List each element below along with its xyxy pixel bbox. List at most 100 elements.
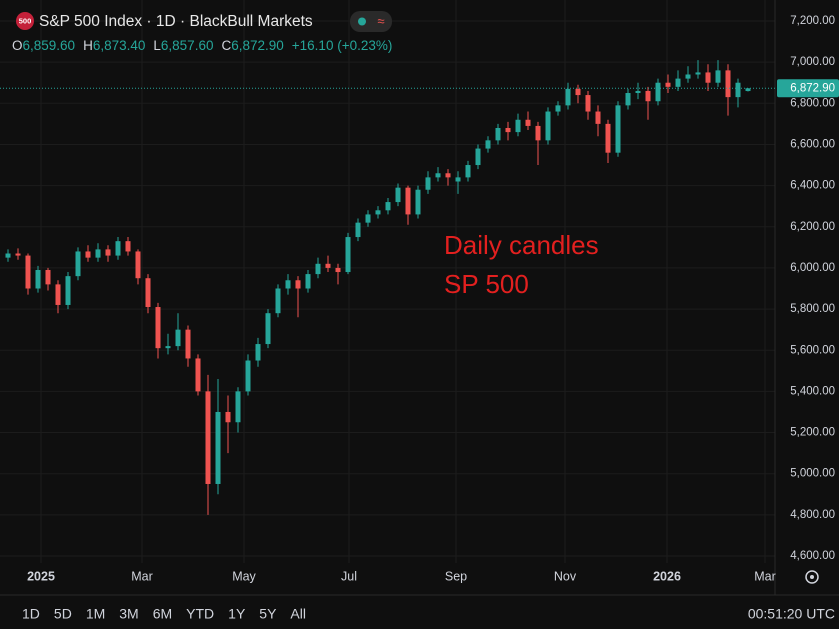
x-tick-label: Sep	[445, 569, 467, 583]
x-tick-label: Mar	[131, 569, 153, 583]
candle-body	[575, 88, 581, 96]
x-tick-label: May	[232, 569, 256, 583]
y-tick-label: 6,600.00	[790, 138, 835, 150]
candle-body	[75, 251, 81, 277]
x-tick-label: 2026	[653, 569, 681, 583]
candle-body	[505, 127, 511, 133]
candle-body	[345, 237, 351, 273]
candle-body	[735, 82, 741, 98]
y-tick-label: 7,200.00	[790, 15, 835, 27]
candle-body	[535, 125, 541, 141]
candle-body	[65, 276, 71, 305]
status-icon: ≈	[377, 13, 384, 28]
candle-body	[545, 111, 551, 141]
candle-body	[25, 255, 31, 289]
candle-body	[495, 127, 501, 141]
candle-body	[515, 119, 521, 133]
settings-icon-dot[interactable]	[810, 575, 814, 579]
y-tick-label: 6,400.00	[790, 180, 835, 192]
range-button[interactable]: 5D	[54, 606, 72, 622]
status-pill[interactable]	[350, 11, 392, 32]
candle-body	[145, 278, 151, 308]
candle-body	[655, 82, 661, 102]
candle-body	[55, 284, 61, 305]
symbol-title: S&P 500 Index · 1D · BlackBull Markets	[39, 13, 313, 30]
candle-body	[215, 411, 221, 484]
market-open-dot	[358, 17, 366, 26]
candle-body	[355, 222, 361, 238]
candle-body	[105, 249, 111, 256]
candle-body	[285, 280, 291, 289]
y-tick-label: 5,200.00	[790, 427, 835, 439]
candle-body	[695, 72, 701, 75]
candle-body	[125, 241, 131, 252]
candle-body	[185, 329, 191, 359]
y-tick-label: 5,600.00	[790, 344, 835, 356]
candle-body	[425, 177, 431, 190]
range-button[interactable]: 1Y	[228, 606, 246, 622]
candle-body	[485, 140, 491, 149]
candle-body	[415, 189, 421, 215]
y-tick-label: 6,000.00	[790, 262, 835, 274]
candle-body	[375, 210, 381, 215]
y-tick-label: 5,400.00	[790, 385, 835, 397]
y-tick-label: 6,200.00	[790, 221, 835, 233]
candle-body	[445, 173, 451, 178]
candle-body	[435, 173, 441, 178]
candle-body	[5, 253, 11, 258]
range-button[interactable]: 1M	[86, 606, 105, 622]
candle-body	[95, 249, 101, 258]
candle-body	[265, 313, 271, 345]
candle-body	[635, 90, 641, 94]
range-button[interactable]: 6M	[153, 606, 172, 622]
range-button[interactable]: 1D	[22, 606, 40, 622]
candle-body	[195, 358, 201, 392]
candle-body	[295, 280, 301, 289]
ohlc-value: 6,872.90	[231, 38, 284, 53]
price-change: +16.10 (+0.23%)	[292, 38, 393, 53]
candle-body	[405, 187, 411, 215]
candle-body	[565, 88, 571, 106]
settings-icon[interactable]	[805, 570, 819, 584]
candle-body	[455, 177, 461, 182]
candle-body	[225, 411, 231, 423]
candle-body	[365, 214, 371, 223]
candle-body	[35, 269, 41, 289]
ohlc-value: 6,859.60	[23, 38, 76, 53]
candle-body	[155, 307, 161, 349]
candle-body	[605, 123, 611, 153]
candle-body	[385, 202, 391, 211]
ohlc-line: O6,859.60 H6,873.40 L6,857.60 C6,872.90 +16.…	[12, 38, 392, 53]
range-button[interactable]: 3M	[119, 606, 138, 622]
y-tick-label: 6,800.00	[790, 97, 835, 109]
candle-body	[115, 241, 121, 256]
y-tick-label: 4,600.00	[790, 550, 835, 562]
candle-body	[175, 329, 181, 347]
symbol-badge	[16, 12, 34, 30]
y-tick-label: 7,000.00	[790, 56, 835, 68]
candle-body	[395, 187, 401, 203]
x-tick-label: Jul	[341, 569, 357, 583]
candle-body	[525, 119, 531, 126]
ohlc-key: H	[83, 38, 93, 53]
candle-body	[645, 90, 651, 102]
range-button[interactable]: YTD	[186, 606, 214, 622]
candle-body	[705, 72, 711, 83]
y-tick-label: 5,000.00	[790, 468, 835, 480]
settings-button[interactable]	[805, 570, 819, 584]
range-button[interactable]: 5Y	[259, 606, 277, 622]
y-tick-label: 5,800.00	[790, 303, 835, 315]
candle-body	[555, 105, 561, 112]
candle-body	[15, 253, 21, 256]
candle-body	[625, 93, 631, 106]
candle-body	[305, 274, 311, 289]
price-annotation: Daily candles SP 500	[444, 230, 599, 299]
last-price-label: 6,872.90	[790, 82, 835, 94]
candle-body	[45, 269, 51, 285]
ohlc-value: 6,873.40	[93, 38, 146, 53]
candle-body	[595, 111, 601, 124]
range-button[interactable]: All	[290, 606, 306, 622]
annotation-line: SP 500	[444, 269, 529, 299]
